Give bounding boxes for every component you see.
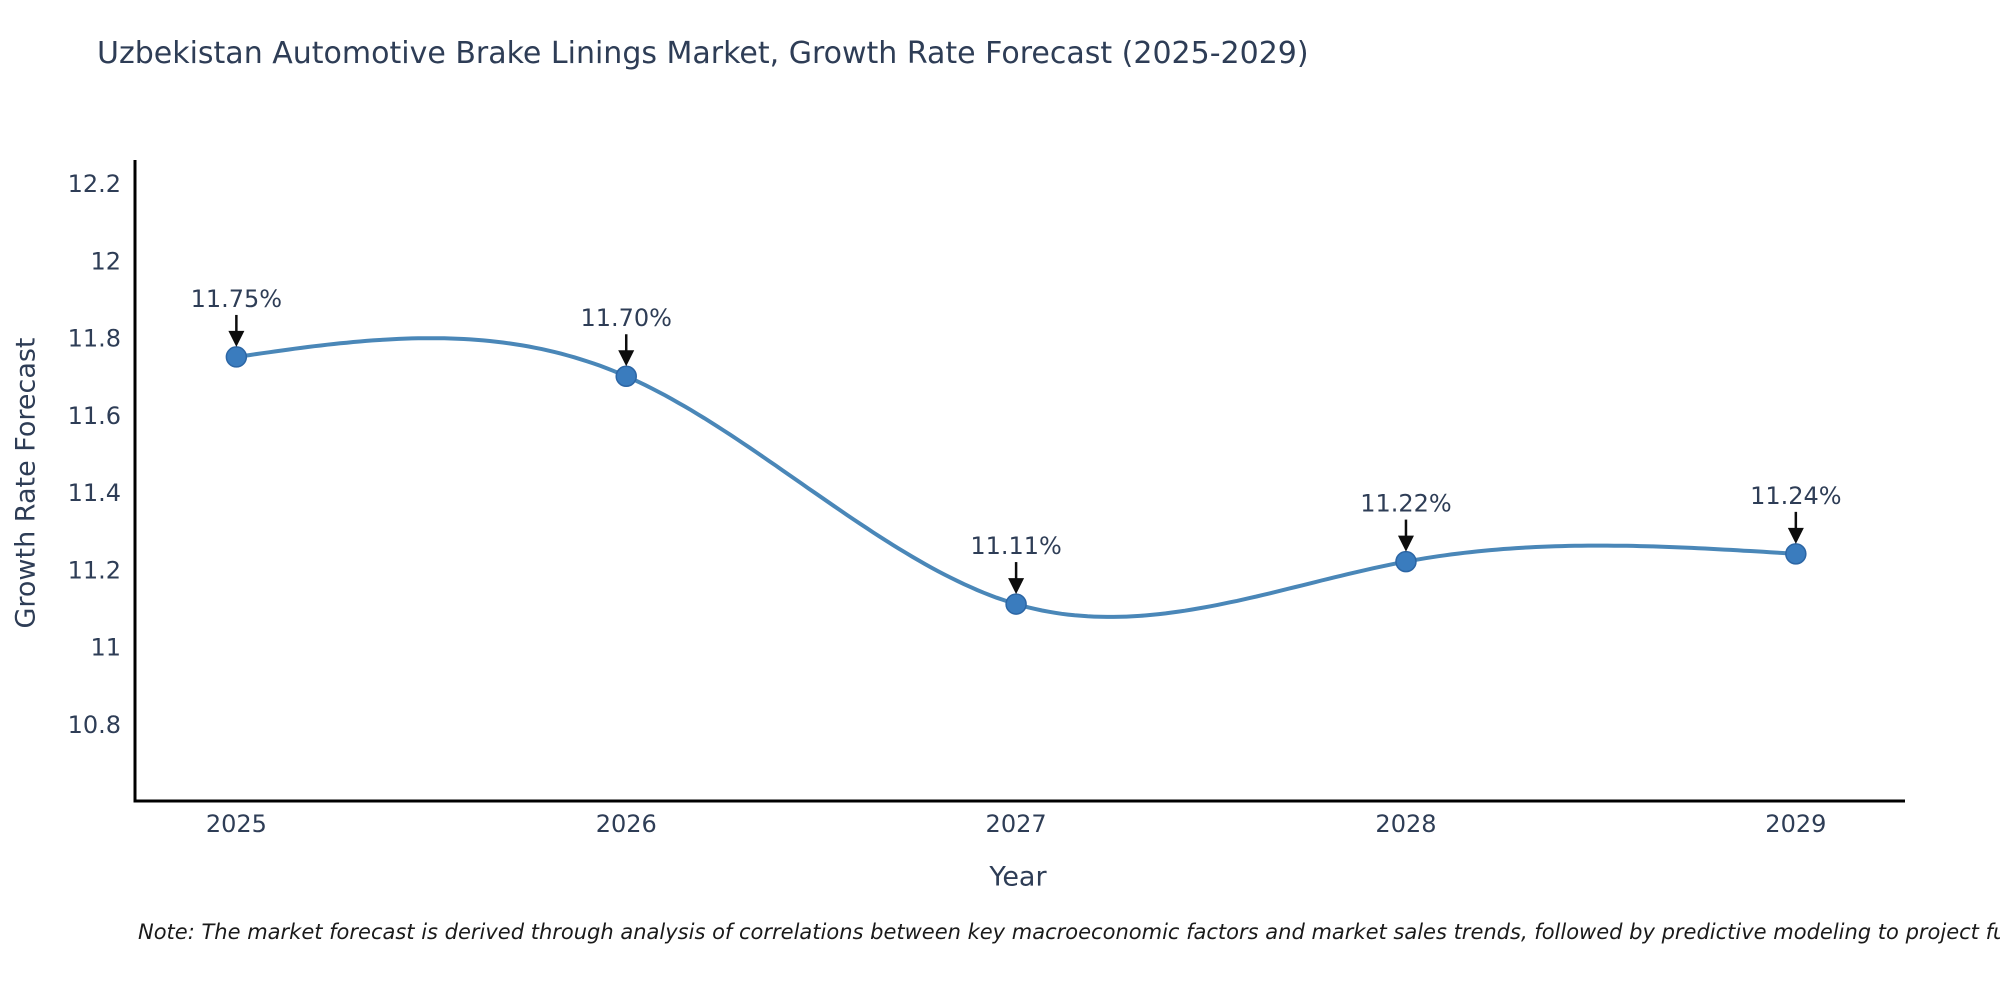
- annotation-arrow-head: [1787, 527, 1804, 544]
- data-point-label: 11.24%: [1750, 482, 1842, 510]
- data-point-marker: [615, 365, 637, 387]
- data-point-label: 11.70%: [580, 304, 672, 332]
- data-point-marker: [1005, 593, 1027, 615]
- annotation-arrow-head: [1008, 578, 1025, 595]
- x-tick-label: 2028: [1375, 810, 1436, 838]
- y-axis-title: Growth Rate Forecast: [10, 337, 42, 629]
- y-tick-label: 12.2: [68, 170, 121, 198]
- data-point-label: 11.75%: [191, 285, 283, 313]
- y-tick-label: 11.6: [68, 402, 121, 430]
- x-tick-label: 2027: [986, 810, 1047, 838]
- footnote: Note: The market forecast is derived thr…: [138, 920, 2000, 944]
- y-tick-label: 10.8: [68, 711, 121, 739]
- y-tick-label: 11: [90, 634, 121, 662]
- x-tick-label: 2029: [1765, 810, 1826, 838]
- x-axis-title: Year: [989, 861, 1047, 893]
- data-point-label: 11.22%: [1360, 490, 1452, 518]
- data-point-label: 11.11%: [970, 532, 1062, 560]
- chart-title: Uzbekistan Automotive Brake Linings Mark…: [97, 36, 1309, 71]
- data-point-marker: [225, 346, 248, 368]
- y-tick-label: 12: [90, 247, 121, 275]
- annotation-arrow-head: [618, 350, 635, 367]
- x-tick-label: 2026: [596, 810, 657, 838]
- data-point-marker: [1395, 550, 1417, 573]
- data-point-marker: [1785, 543, 1807, 565]
- annotation-arrow-head: [1397, 535, 1414, 552]
- y-tick-label: 11.4: [68, 479, 121, 507]
- annotation-arrow-head: [228, 330, 245, 347]
- y-tick-label: 11.8: [68, 325, 121, 353]
- x-tick-label: 2025: [206, 810, 267, 838]
- y-tick-label: 11.2: [68, 556, 121, 584]
